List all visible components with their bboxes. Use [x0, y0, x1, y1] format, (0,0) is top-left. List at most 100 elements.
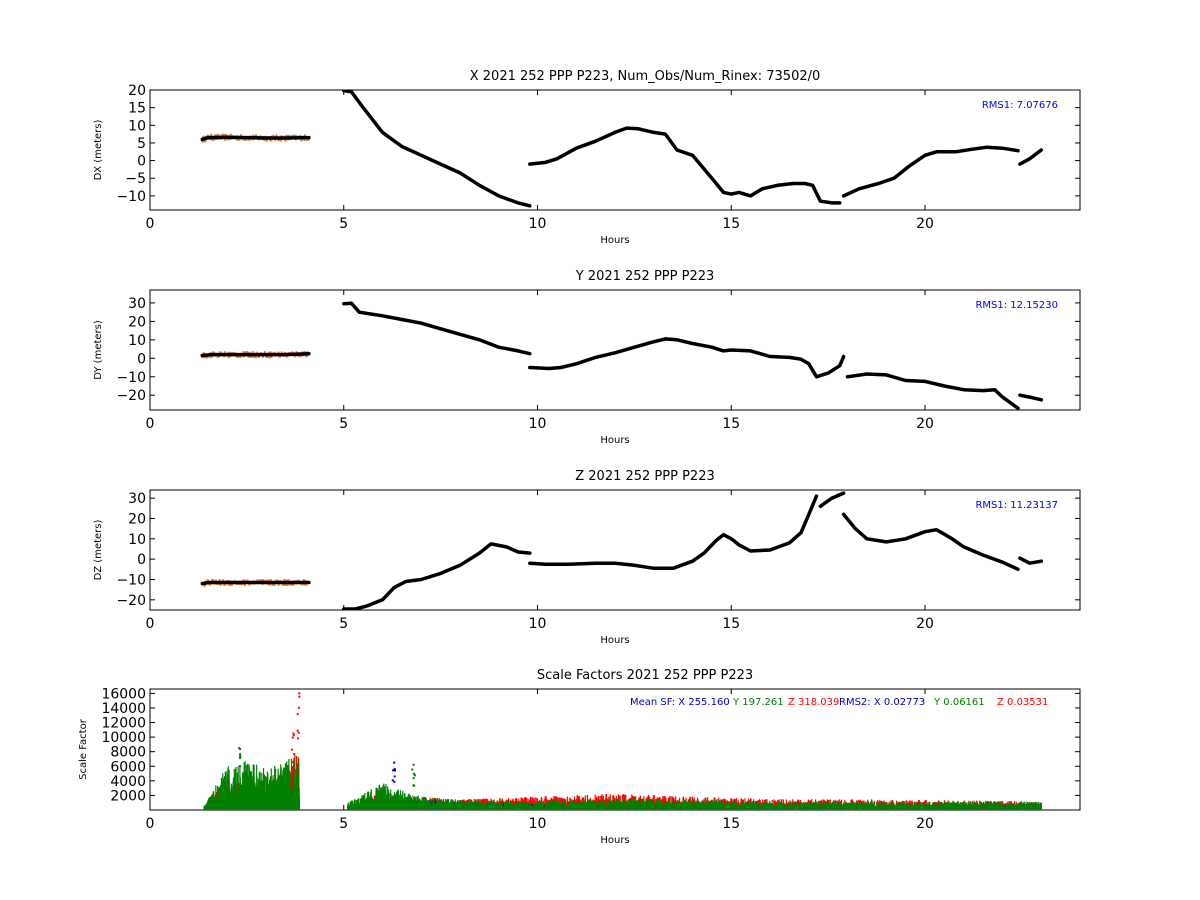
scatter-point: [223, 138, 226, 141]
y-tick-label: 16000: [101, 686, 146, 702]
trajectory-line: [818, 491, 846, 509]
scatter-point: [263, 351, 266, 354]
scatter-point: [223, 351, 226, 354]
scatter-point: [209, 583, 212, 586]
y-axis-label: Scale Factor: [78, 718, 89, 780]
scatter-point: [263, 138, 266, 141]
chart-title: Scale Factors 2021 252 PPP P223: [537, 668, 753, 683]
scatter-point: [300, 138, 303, 141]
x-tick-label: 10: [529, 816, 547, 832]
x-tick-label: 0: [146, 616, 155, 632]
scatter-point: [239, 355, 242, 358]
y-tick-label: 2000: [110, 788, 146, 804]
series-segment: [841, 145, 1020, 198]
data-layer: [200, 491, 1044, 610]
scatter-point: [273, 351, 276, 354]
trajectory-line: [1018, 148, 1044, 166]
scatter-point: [248, 583, 251, 586]
scatter-point: [307, 138, 310, 141]
scatter-point: [303, 583, 306, 586]
scatter-point: [242, 579, 245, 582]
x-tick-label: 10: [529, 216, 547, 232]
scatter-point: [278, 355, 281, 358]
scatter-point: [237, 138, 240, 141]
scatter-point: [231, 583, 234, 586]
y-axis-label: DX (meters): [93, 119, 104, 180]
scatter-point: [211, 578, 213, 581]
scatter-point: [291, 351, 294, 354]
scatter-point: [287, 579, 290, 582]
scatter-point: [269, 578, 272, 581]
y-tick-label: 5: [137, 136, 146, 152]
y-tick-label: 4000: [110, 774, 146, 790]
x-tick-label: 0: [146, 416, 155, 432]
scatter-point: [252, 355, 255, 358]
series-segment: [528, 494, 819, 571]
plot-frame: [149, 289, 1081, 411]
scatter-point: [269, 583, 272, 586]
scatter-point: [214, 579, 217, 582]
scatter-point: [305, 583, 308, 586]
scatter-point: [294, 134, 297, 137]
y-tick-label: 30: [128, 296, 146, 312]
x-tick-label: 10: [529, 616, 547, 632]
y-tick-label: 20: [128, 511, 146, 527]
scatter-point: [227, 583, 230, 586]
scatter-point: [217, 134, 220, 137]
scatter-point: [251, 351, 254, 354]
scatter-point: [238, 138, 241, 141]
x-axis-label: Hours: [600, 435, 629, 446]
y-tick-label: −10: [116, 370, 146, 386]
chart-title: X 2021 252 PPP P223, Num_Obs/Num_Rinex: …: [470, 69, 821, 84]
scatter-point: [304, 134, 306, 137]
trajectory-line: [342, 542, 532, 610]
scatter-point: [285, 583, 288, 586]
scatter-point: [302, 579, 305, 582]
scatter-point: [254, 356, 257, 359]
scatter-point: [258, 579, 261, 582]
scatter-point: [243, 138, 246, 141]
trajectory-line: [528, 494, 819, 571]
scatter-point: [286, 134, 289, 137]
y-tick-label: 0: [137, 351, 146, 367]
y-tick-label: 0: [137, 154, 146, 170]
data-layer: [200, 90, 1044, 208]
scatter-point: [203, 584, 206, 587]
scatter-point: [245, 579, 248, 582]
series-segment: [200, 350, 311, 359]
x-axis-label: Hours: [600, 235, 629, 246]
scatter-point: [238, 355, 241, 358]
x-tick-label: 20: [916, 216, 934, 232]
x-tick-label: 10: [529, 416, 547, 432]
scatter-point: [245, 350, 248, 353]
scatter-point: [285, 134, 288, 137]
scatter-point: [269, 139, 272, 142]
scatter-point: [225, 134, 228, 137]
scatter-point: [207, 579, 210, 582]
y-tick-label: −10: [116, 189, 146, 205]
scatter-point: [243, 355, 246, 358]
scatter-point: [212, 579, 215, 582]
y-axis-label: DZ (meters): [93, 519, 104, 580]
scatter-point: [226, 138, 229, 141]
series-segment: [528, 337, 846, 379]
data-layer: [200, 301, 1044, 410]
series-segment: [342, 542, 532, 610]
scatter-point: [270, 139, 273, 142]
y-tick-label: 14000: [101, 701, 146, 717]
x-tick-label: 15: [722, 416, 740, 432]
chart-title: Z 2021 252 PPP P223: [575, 469, 715, 484]
subplot-2: Z 2021 252 PPP P223 Hours DZ (meters) 0 5 10 1…: [93, 469, 1081, 646]
trajectory-line: [342, 90, 532, 208]
scatter-point: [291, 134, 294, 137]
scatter-point: [299, 134, 302, 137]
scatter-point: [216, 356, 219, 359]
y-tick-label: 6000: [110, 759, 146, 775]
scatter-point: [265, 139, 268, 142]
series-segment: [1018, 148, 1044, 166]
scatter-point: [284, 579, 287, 582]
scatter-point: [242, 351, 245, 354]
scatter-point: [283, 578, 286, 581]
y-tick-label: −5: [125, 171, 146, 187]
scatter-point: [229, 133, 232, 136]
